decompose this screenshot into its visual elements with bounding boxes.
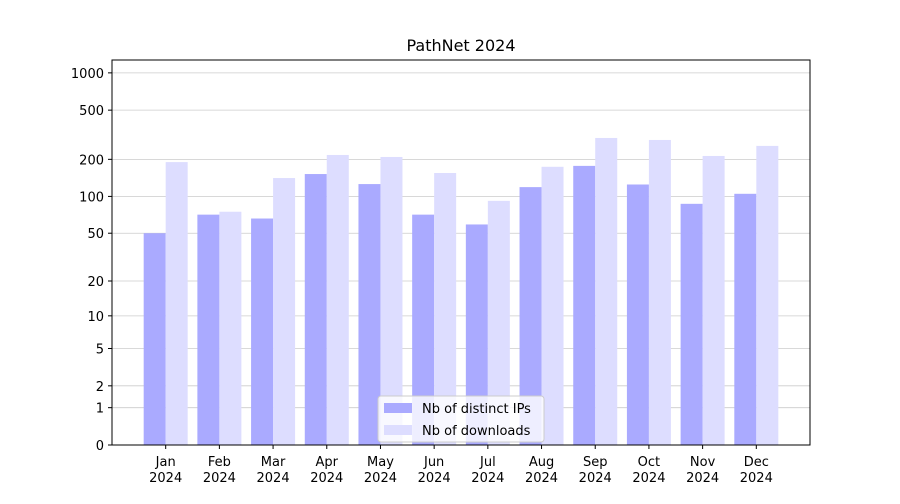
y-tick-label: 1000: [71, 67, 104, 82]
x-tick-label: Dec 2024: [740, 455, 773, 486]
bar: [541, 166, 564, 445]
y-tick-label: 1: [96, 402, 104, 417]
bar: [434, 172, 457, 445]
y-tick-label: 50: [87, 227, 104, 242]
y-tick-label: 5: [96, 342, 104, 357]
bar: [358, 184, 381, 446]
bar: [680, 203, 703, 445]
bar: [143, 233, 166, 445]
bar: [756, 145, 779, 445]
bar: [380, 156, 403, 445]
bars: [143, 137, 779, 446]
x-tick-label: Mar 2024: [257, 455, 290, 486]
y-tick-label: 500: [79, 104, 104, 119]
bar: [412, 214, 435, 445]
y-tick-label: 10: [87, 310, 104, 325]
labels: 0 1 2 5 10 20 50 100 200 500 1000 Jan 2024 Feb 2024 Mar…: [71, 67, 773, 486]
bar: [326, 154, 349, 445]
y-tick-label: 200: [79, 153, 104, 168]
bar: [573, 165, 596, 445]
legend-swatch: [384, 425, 412, 435]
y-tick-label: 0: [96, 439, 104, 454]
bar: [487, 200, 510, 445]
bar: [251, 218, 274, 445]
x-tick-label: Apr 2024: [310, 455, 343, 486]
axes-frame: [111, 59, 811, 446]
legend-swatch: [384, 403, 412, 413]
x-tick-label: Jul 2024: [471, 455, 504, 486]
legend-box: [377, 395, 545, 443]
y-tick-label: 20: [87, 275, 104, 290]
legend-label: Nb of distinct IPs: [422, 402, 531, 417]
x-tick-label: Oct 2024: [632, 455, 665, 486]
x-tick-label: Sep 2024: [579, 455, 612, 486]
bar: [648, 139, 671, 446]
bar: [219, 211, 242, 445]
bar: [197, 214, 220, 445]
bar: [519, 187, 542, 445]
x-tick-label: Nov 2024: [686, 455, 719, 486]
x-tick-label: Feb 2024: [203, 455, 236, 486]
x-tick-label: Jan 2024: [149, 455, 182, 486]
chart-title: PathNet 2024: [406, 36, 515, 55]
bar: [165, 162, 188, 446]
x-tick-label: Aug 2024: [525, 455, 558, 486]
y-tick-label: 2: [96, 380, 104, 395]
bar: [465, 224, 488, 445]
x-tick-label: May 2024: [364, 455, 397, 486]
bar: [304, 174, 327, 445]
bar: [595, 137, 618, 445]
bar: [734, 193, 757, 445]
bar: [702, 155, 725, 445]
x-tick-label: Jun 2024: [418, 455, 451, 486]
bar: [626, 184, 649, 445]
bar: [273, 178, 296, 446]
legend-label: Nb of downloads: [422, 424, 531, 439]
y-tick-label: 100: [79, 190, 104, 205]
